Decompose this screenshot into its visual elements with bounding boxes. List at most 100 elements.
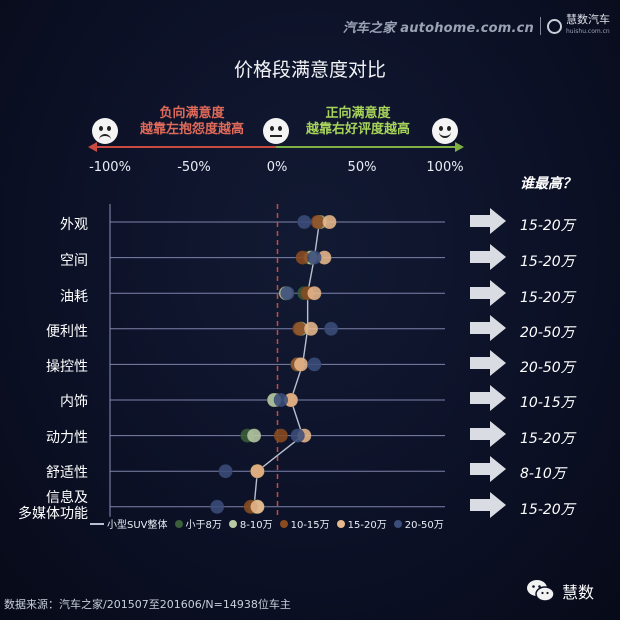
x-tick-label: 0%: [266, 160, 288, 175]
wechat-account-label: 慧数: [562, 583, 595, 602]
negative-label-line2: 越靠左抱怨度越高: [139, 122, 244, 137]
right-arrow-icon: [470, 350, 506, 376]
legend-label: 小型SUV整体: [107, 520, 168, 531]
winner-label: 15-20万: [520, 290, 575, 306]
legend-dot-swatch: [393, 519, 402, 528]
right-arrow-icon: [470, 421, 506, 447]
watermark-source-site: 汽车之家 autohome.com.cn: [342, 20, 534, 36]
data-point: [290, 357, 305, 372]
grid-layer: [109, 204, 445, 517]
legend-line-swatch: [90, 522, 104, 525]
happy-face-icon: [432, 118, 458, 144]
category-label: 油耗: [60, 289, 88, 305]
winner-label: 15-20万: [520, 502, 575, 518]
data-point: [273, 392, 289, 408]
x-tick-label: -100%: [89, 160, 131, 175]
data-point: [293, 321, 309, 337]
data-point: [300, 285, 315, 301]
data-point: [209, 499, 225, 515]
data-point: [250, 499, 265, 515]
positive-label-line1: 正向满意度: [325, 106, 391, 121]
data-point: [302, 250, 317, 265]
legend-dot-swatch: [279, 519, 288, 528]
legend-label: 20-50万: [404, 520, 444, 531]
data-point: [290, 357, 305, 372]
data-point: [323, 321, 339, 337]
legend-dot-swatch: [228, 519, 237, 528]
data-point: [250, 463, 265, 479]
right-arrow-icon: [470, 208, 506, 234]
right-arrow-icon: [470, 385, 506, 411]
data-point: [292, 321, 307, 337]
winner-label: 15-20万: [520, 254, 575, 270]
positive-label-line2: 越靠右好评度越高: [305, 122, 410, 137]
category-label: 外观: [60, 217, 88, 233]
data-point: [266, 392, 282, 408]
brand-logo-icon: [547, 18, 562, 34]
category-label: 舒适性: [46, 465, 88, 481]
right-arrow-icon: [470, 315, 506, 341]
category-label-line: 信息及: [46, 490, 88, 506]
x-tick-label: 50%: [347, 160, 377, 175]
winner-label: 15-20万: [520, 218, 575, 234]
positive-direction-line: [276, 146, 456, 148]
dots-layer: [209, 214, 339, 515]
legend: 小型SUV整体 小于8万 8-10万 10-15万 15-20万 20-50万: [90, 516, 447, 531]
winner-label: 10-15万: [520, 395, 575, 411]
negative-label-line1: 负向满意度: [159, 106, 225, 121]
watermark-brand-block: 慧数汽车 huishu.com.cn: [547, 14, 610, 38]
chart-title: 价格段满意度对比: [233, 59, 386, 81]
data-point: [303, 321, 319, 337]
legend-item: 小于8万: [174, 516, 222, 531]
data-point: [250, 463, 265, 479]
data-point: [293, 357, 309, 372]
legend-item: 15-20万: [336, 516, 387, 531]
data-point: [307, 250, 322, 265]
winner-label: 8-10万: [520, 466, 566, 482]
overall-series-layer: [253, 221, 321, 507]
data-point: [295, 250, 310, 265]
category-label: 便利性: [46, 324, 88, 340]
data-point: [266, 392, 282, 408]
legend-label: 15-20万: [347, 520, 387, 531]
data-point: [243, 499, 258, 515]
data-point: [290, 428, 305, 443]
data-point: [273, 428, 289, 443]
who-highest-heading: 谁最高？: [520, 176, 576, 192]
legend-dot-swatch: [336, 519, 345, 528]
data-point: [246, 428, 262, 443]
right-arrow-icon: [470, 492, 506, 518]
data-point: [303, 250, 319, 265]
negative-direction-line: [96, 146, 276, 148]
data-point: [297, 428, 312, 443]
data-point: [310, 214, 325, 230]
x-tick-label: 100%: [426, 160, 464, 175]
data-point: [250, 463, 265, 479]
winner-label: 20-50万: [520, 325, 575, 341]
x-tick-label: -50%: [177, 160, 211, 175]
legend-dot-swatch: [174, 519, 183, 528]
negative-satisfaction-label: 负向满意度 越靠左抱怨度越高: [124, 106, 260, 138]
data-point: [297, 214, 312, 230]
data-point: [240, 428, 255, 443]
overall-series-line: [253, 221, 321, 507]
category-label-line: 多媒体功能: [18, 506, 88, 522]
right-arrow-icon: [470, 280, 506, 306]
right-arrowhead-icon: [455, 142, 464, 152]
data-point: [250, 499, 265, 515]
data-point: [278, 285, 294, 301]
data-point: [280, 285, 295, 301]
legend-label: 8-10万: [239, 520, 273, 531]
left-arrowhead-icon: [88, 142, 97, 152]
data-point: [218, 463, 233, 479]
positive-satisfaction-label: 正向满意度 越靠右好评度越高: [290, 106, 426, 138]
data-point: [250, 463, 265, 479]
data-point: [293, 321, 309, 337]
category-label-multiline: 信息及 多媒体功能: [18, 490, 88, 522]
data-point: [283, 392, 299, 408]
right-arrow-icon: [470, 456, 506, 482]
watermark-separator: [540, 17, 541, 35]
data-point: [313, 214, 329, 230]
neutral-face-icon: [263, 118, 289, 144]
data-point: [246, 499, 262, 515]
